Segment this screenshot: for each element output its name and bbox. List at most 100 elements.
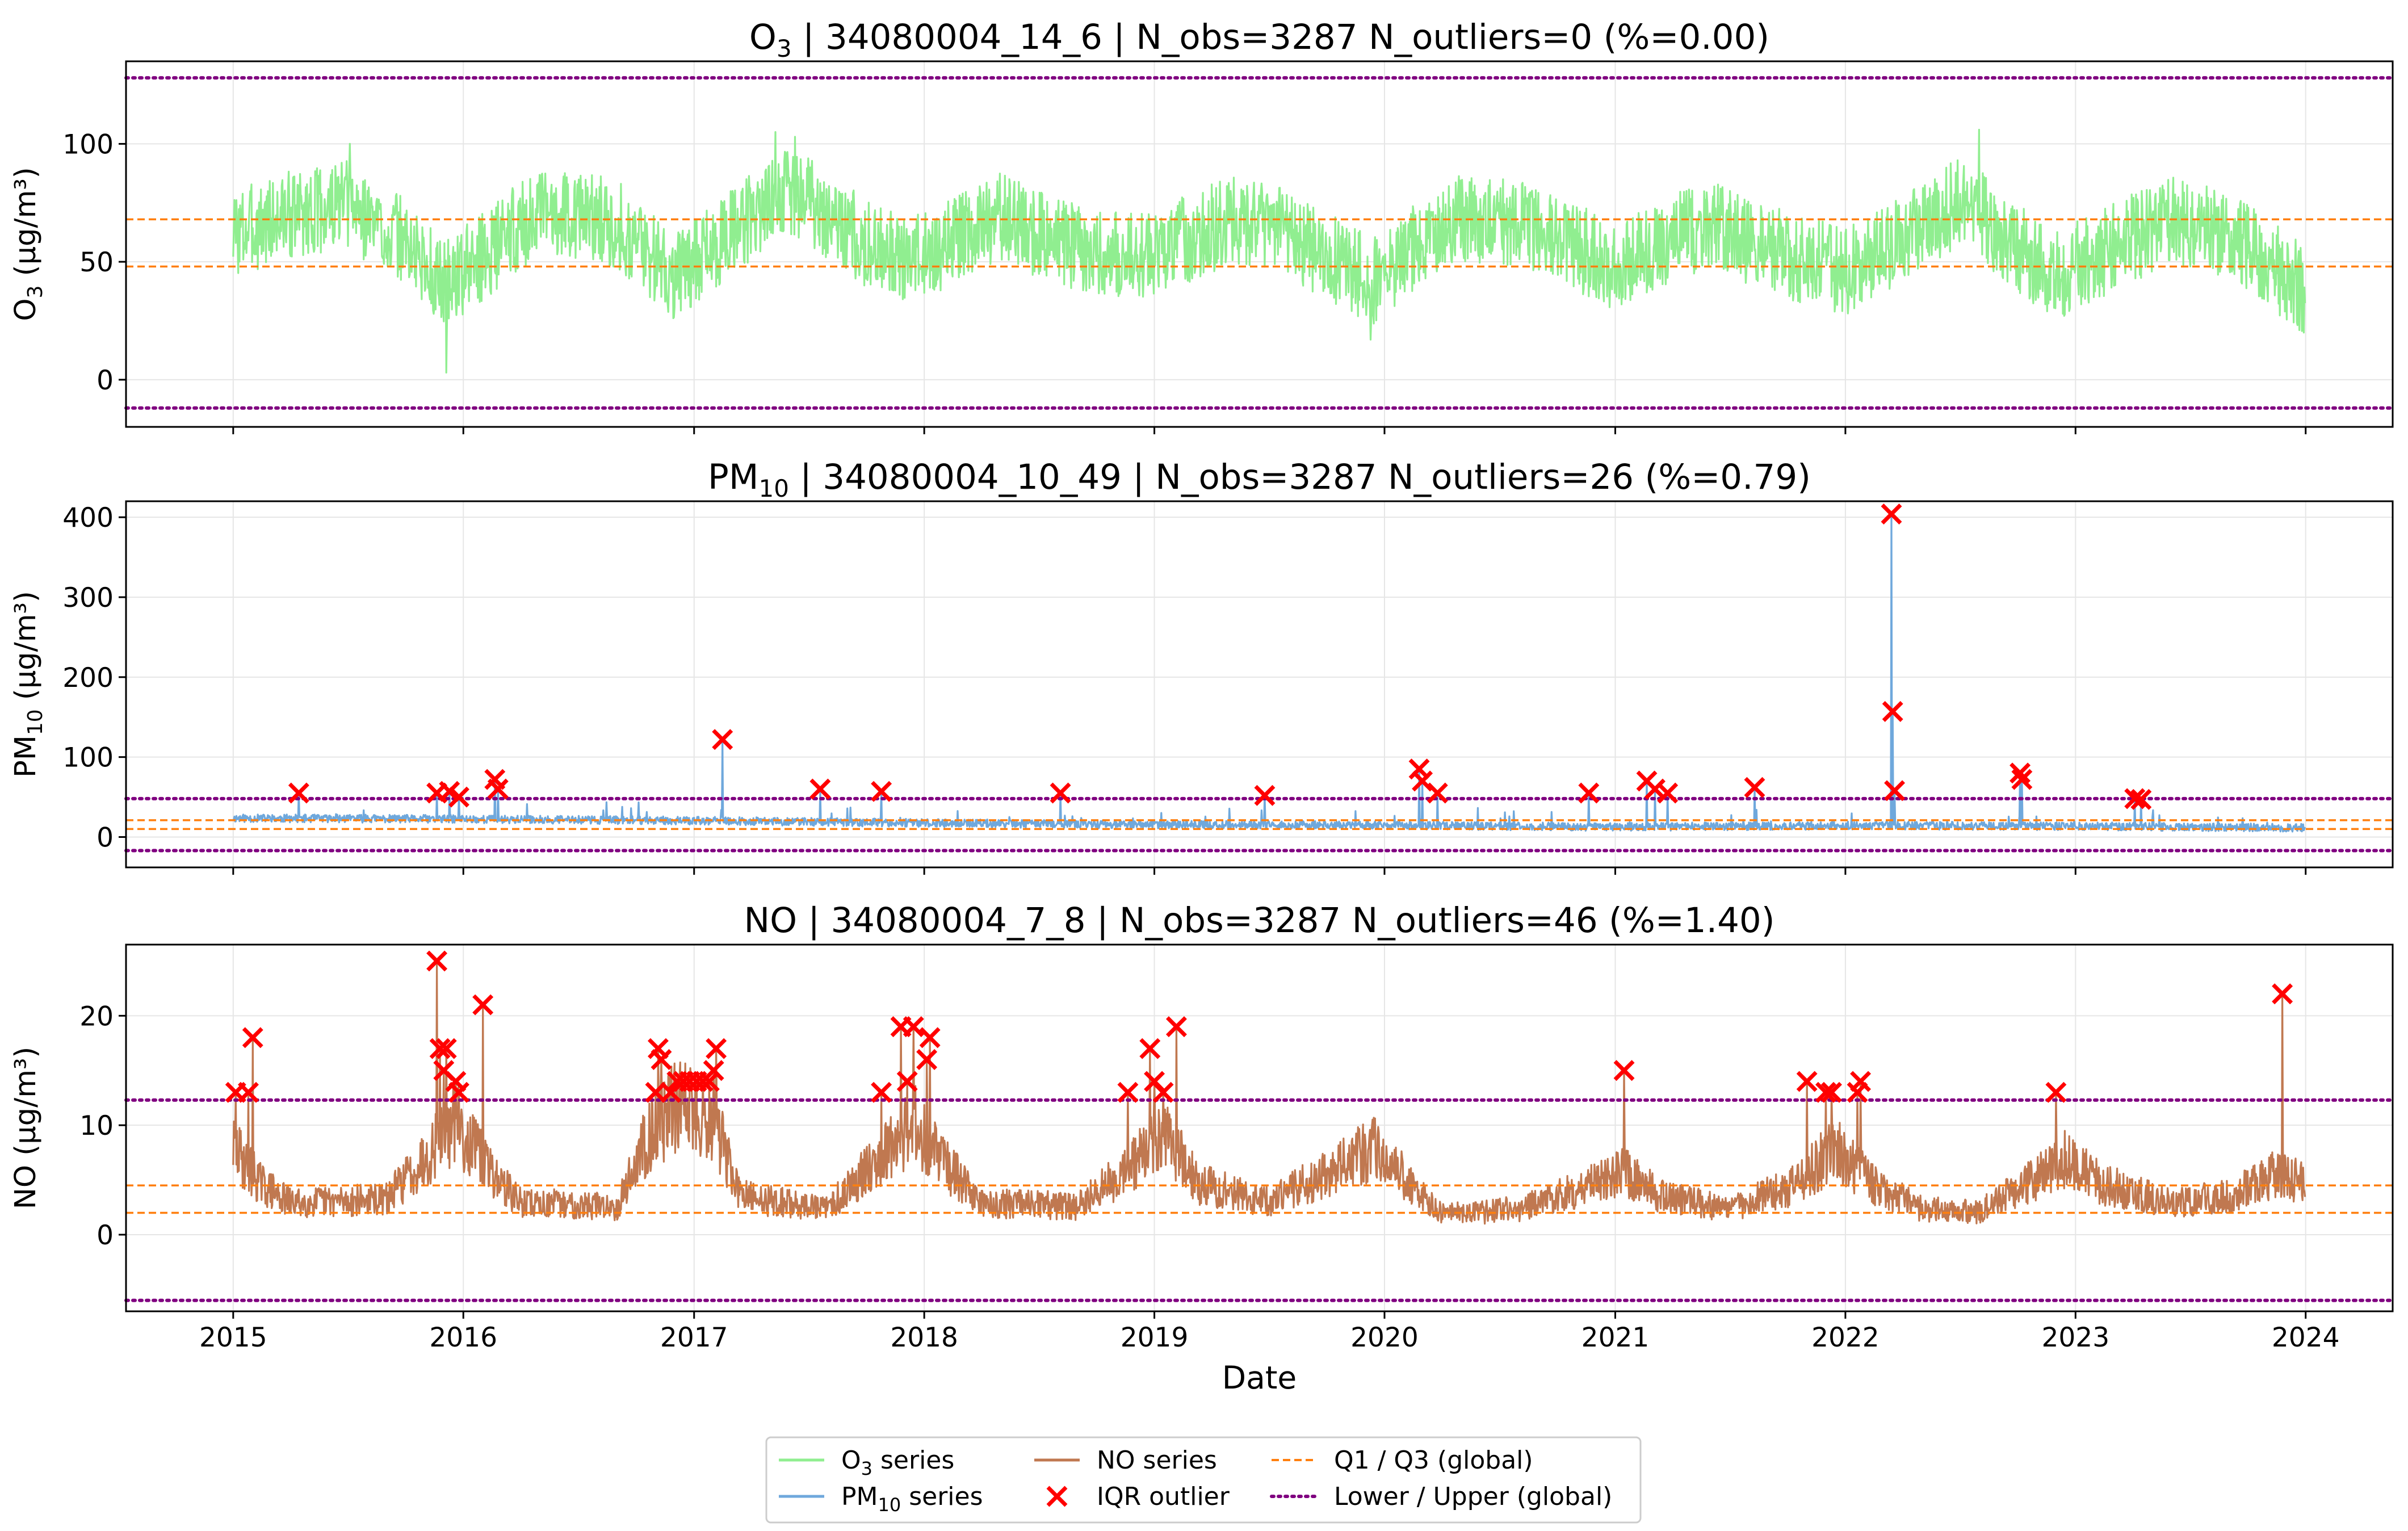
outlier-marker xyxy=(487,778,509,800)
x-tick-label: 2021 xyxy=(1581,1322,1650,1353)
outlier-marker xyxy=(238,1081,259,1103)
outlier-marker xyxy=(919,1027,941,1048)
legend-label: O3 series xyxy=(841,1446,954,1479)
legend-label: Lower / Upper (global) xyxy=(1334,1482,1612,1511)
x-tick-label: 2019 xyxy=(1121,1322,1189,1353)
y-axis-label: PM10 (µg/m³) xyxy=(9,591,47,778)
x-tick-label: 2016 xyxy=(429,1322,497,1353)
y-tick-label: 20 xyxy=(79,1001,114,1032)
outlier-marker xyxy=(448,786,469,808)
outlier-marker xyxy=(1139,1038,1161,1059)
y-axis-label: NO (µg/m³) xyxy=(9,1047,43,1209)
outlier-marker xyxy=(871,1081,892,1103)
outlier-marker xyxy=(472,994,494,1016)
outlier-marker xyxy=(1815,1081,1836,1103)
outlier-marker xyxy=(1152,1081,1174,1103)
x-tick-label: 2017 xyxy=(660,1322,728,1353)
outlier-marker xyxy=(651,1049,672,1070)
series-line xyxy=(232,128,2306,374)
outlier-marker xyxy=(242,1027,263,1048)
x-axis-label: Date xyxy=(1222,1360,1297,1396)
outlier-marker xyxy=(1427,782,1448,804)
legend-item: Q1 / Q3 (global) xyxy=(1272,1446,1533,1475)
y-tick-label: 200 xyxy=(62,662,114,694)
outlier-marker xyxy=(1412,770,1433,792)
outlier-marker xyxy=(1884,780,1906,802)
outlier-marker xyxy=(2011,769,2033,790)
outlier-marker xyxy=(288,782,309,804)
panel-1: 0 50 100 O3 | 34080004_14_6 | N_obs=3287 N_… xyxy=(9,17,2394,434)
legend-item: PM10 series xyxy=(779,1482,983,1516)
outlier-marker xyxy=(896,1071,918,1092)
legend-item: Lower / Upper (global) xyxy=(1270,1482,1612,1511)
outlier-marker xyxy=(903,1016,924,1038)
y-tick-label: 100 xyxy=(62,129,114,160)
legend-swatch-x xyxy=(1046,1486,1068,1507)
outlier-marker xyxy=(1578,782,1600,804)
outlier-marker xyxy=(2010,762,2031,784)
x-tick-label: 2024 xyxy=(2272,1322,2340,1353)
y-tick-label: 50 xyxy=(79,247,114,278)
legend-label: PM10 series xyxy=(841,1482,983,1516)
outlier-marker xyxy=(1796,1071,1818,1092)
plot-frame xyxy=(125,943,2394,1312)
x-tick-label: 2023 xyxy=(2042,1322,2110,1353)
y-axis-label: O3 (µg/m³) xyxy=(9,167,47,321)
legend-frame xyxy=(765,1436,1642,1524)
outlier-marker xyxy=(435,1038,457,1059)
outlier-marker xyxy=(1165,1016,1187,1038)
series-line xyxy=(232,960,2306,1225)
legend-label: Q1 / Q3 (global) xyxy=(1334,1446,1533,1475)
y-tick-label: 100 xyxy=(62,743,114,774)
outlier-marker xyxy=(809,778,831,800)
panel-2: 0 100 200 300 400 PM10 | 34080004_10_49 | N_o… xyxy=(9,457,2394,875)
panel-title: PM10 | 34080004_10_49 | N_obs=3287 N_out… xyxy=(708,457,1811,502)
outlier-marker xyxy=(1657,782,1679,804)
outlier-marker xyxy=(1881,504,1902,525)
outlier-marker xyxy=(2130,788,2152,810)
plot-frame xyxy=(125,60,2394,428)
outlier-marker xyxy=(1117,1081,1139,1103)
outlier-marker xyxy=(1882,701,1903,722)
x-tick-label: 2015 xyxy=(199,1322,267,1353)
outlier-marker xyxy=(1050,782,1071,804)
y-tick-label: 0 xyxy=(97,822,114,853)
outlier-marker xyxy=(426,950,448,972)
outlier-marker xyxy=(712,729,733,750)
x-tick-label: 2020 xyxy=(1350,1322,1419,1353)
panel-title: NO | 34080004_7_8 | N_obs=3287 N_outlier… xyxy=(744,900,1774,941)
legend-label: NO series xyxy=(1097,1446,1217,1475)
outlier-marker xyxy=(2045,1081,2067,1103)
outlier-marker xyxy=(698,1071,720,1092)
outlier-marker xyxy=(1613,1060,1635,1081)
outlier-marker xyxy=(2124,788,2146,809)
legend-item: IQR outlier xyxy=(1046,1482,1230,1511)
outlier-marker xyxy=(2272,983,2293,1005)
panel-title: O3 | 34080004_14_6 | N_obs=3287 N_outlie… xyxy=(749,17,1769,62)
outlier-marker xyxy=(706,1038,727,1059)
series-line xyxy=(232,513,2306,833)
outlier-marker xyxy=(645,1081,666,1103)
y-tick-label: 300 xyxy=(62,582,114,614)
outlier-marker xyxy=(1644,778,1666,800)
outlier-marker xyxy=(1850,1071,1872,1092)
outlier-marker xyxy=(871,781,892,802)
x-tick-label: 2018 xyxy=(890,1322,958,1353)
y-tick-label: 0 xyxy=(97,1220,114,1251)
outlier-marker xyxy=(448,1081,469,1103)
y-tick-label: 10 xyxy=(79,1110,114,1142)
outlier-marker xyxy=(1408,758,1430,780)
outlier-marker xyxy=(439,781,460,802)
panel-3: 0 10 20 2015 2016 2017 2018 2019 2020 2021 2022 202… xyxy=(9,900,2394,1353)
outlier-marker xyxy=(916,1049,938,1070)
legend-item: O3 series xyxy=(779,1446,954,1479)
x-tick-label: 2022 xyxy=(1811,1322,1880,1353)
legend-item: NO series xyxy=(1034,1446,1217,1475)
outlier-marker xyxy=(703,1060,724,1081)
legend-label: IQR outlier xyxy=(1097,1482,1230,1511)
outlier-marker xyxy=(429,1038,451,1059)
y-tick-label: 0 xyxy=(97,365,114,396)
outlier-marker xyxy=(1744,777,1765,798)
